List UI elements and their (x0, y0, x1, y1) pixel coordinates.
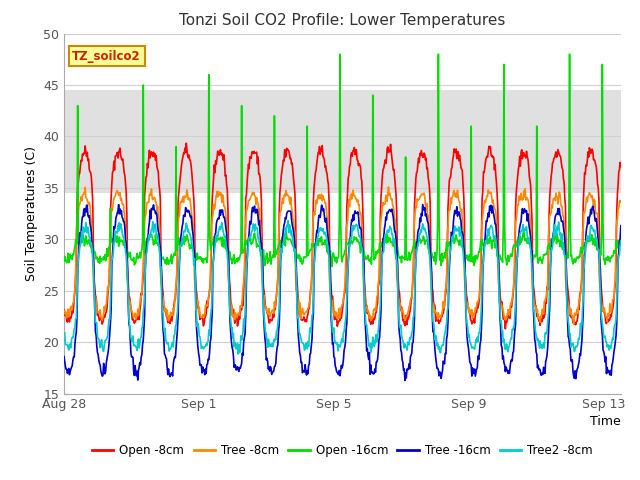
Bar (64, 90, 621, 193)
Text: TZ_soilco2: TZ_soilco2 (72, 50, 141, 63)
Legend: Open -8cm, Tree -8cm, Open -16cm, Tree -16cm, Tree2 -8cm: Open -8cm, Tree -8cm, Open -16cm, Tree -… (88, 439, 597, 462)
Title: Tonzi Soil CO2 Profile: Lower Temperatures: Tonzi Soil CO2 Profile: Lower Temperatur… (179, 13, 506, 28)
X-axis label: Time: Time (590, 415, 621, 428)
Y-axis label: Soil Temperatures (C): Soil Temperatures (C) (24, 146, 38, 281)
